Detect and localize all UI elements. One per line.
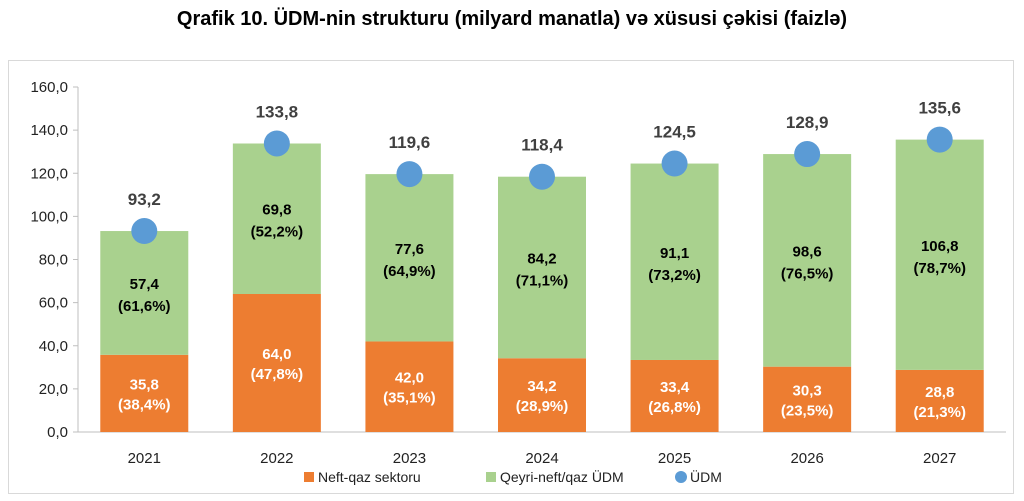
data-label-neft-value: 34,2 bbox=[527, 378, 556, 395]
data-label-gdp: 128,9 bbox=[786, 113, 829, 132]
legend-label-gdp: ÜDM bbox=[690, 468, 722, 485]
data-label-neft-share: (35,1%) bbox=[383, 390, 436, 407]
data-label-neft-share: (21,3%) bbox=[913, 404, 966, 421]
data-label-qeyri-value: 98,6 bbox=[793, 243, 822, 260]
data-label-qeyri-value: 106,8 bbox=[921, 238, 959, 255]
bar-qeyri-neft bbox=[498, 176, 586, 359]
data-label-qeyri-value: 69,8 bbox=[262, 202, 291, 219]
x-tick-label: 2021 bbox=[128, 450, 161, 467]
data-label-neft-share: (38,4%) bbox=[118, 396, 171, 413]
data-label-qeyri-share: (76,5%) bbox=[781, 265, 834, 282]
y-tick-label: 140,0 bbox=[30, 122, 68, 139]
legend-swatch-neft-qaz bbox=[304, 472, 314, 482]
x-tick-label: 2024 bbox=[525, 450, 558, 467]
y-tick-label: 100,0 bbox=[30, 208, 68, 225]
bar-qeyri-neft bbox=[100, 231, 189, 355]
gdp-marker bbox=[529, 163, 555, 190]
data-label-qeyri-value: 77,6 bbox=[395, 241, 424, 258]
gdp-marker bbox=[794, 141, 821, 168]
bar-qeyri-neft bbox=[365, 174, 454, 342]
y-tick-label: 120,0 bbox=[30, 165, 68, 182]
x-tick-label: 2026 bbox=[790, 450, 823, 467]
chart-frame bbox=[8, 60, 1014, 494]
data-label-neft-value: 33,4 bbox=[660, 379, 690, 396]
gdp-marker bbox=[263, 130, 290, 157]
gdp-marker bbox=[396, 161, 423, 188]
data-label-qeyri-share: (61,6%) bbox=[118, 298, 171, 315]
data-label-qeyri-share: (73,2%) bbox=[648, 267, 701, 284]
y-tick-label: 40,0 bbox=[39, 338, 68, 355]
bar-neft-qaz bbox=[232, 294, 321, 432]
bar-neft-qaz bbox=[763, 366, 852, 432]
data-label-neft-share: (28,9%) bbox=[516, 398, 569, 415]
data-label-qeyri-share: (71,1%) bbox=[516, 272, 569, 289]
bar-neft-qaz bbox=[498, 358, 586, 432]
data-label-gdp: 118,4 bbox=[521, 136, 563, 155]
chart-title: Qrafik 10. ÜDM-nin strukturu (milyard ma… bbox=[176, 8, 848, 30]
bar-qeyri-neft bbox=[232, 143, 321, 294]
data-label-gdp: 133,8 bbox=[256, 102, 299, 121]
data-label-qeyri-value: 91,1 bbox=[660, 245, 689, 262]
legend-label-qeyri-neft: Qeyri-neft/qaz ÜDM bbox=[500, 468, 624, 485]
gdp-marker bbox=[131, 218, 158, 245]
x-tick-label: 2022 bbox=[260, 450, 293, 467]
bar-neft-qaz bbox=[895, 369, 984, 432]
data-label-gdp: 124,5 bbox=[653, 123, 696, 142]
bar-neft-qaz bbox=[365, 341, 454, 432]
data-label-gdp: 93,2 bbox=[128, 190, 161, 209]
data-label-neft-value: 28,8 bbox=[925, 384, 954, 401]
data-label-gdp: 135,6 bbox=[918, 99, 961, 118]
bar-qeyri-neft bbox=[630, 163, 719, 360]
gdp-marker bbox=[926, 126, 953, 153]
y-tick-label: 160,0 bbox=[30, 79, 68, 96]
legend-swatch-qeyri-neft bbox=[486, 472, 496, 482]
y-tick-label: 80,0 bbox=[39, 252, 68, 269]
legend-swatch-gdp bbox=[675, 471, 687, 483]
data-label-neft-value: 35,8 bbox=[130, 376, 159, 393]
data-label-neft-value: 42,0 bbox=[395, 370, 424, 387]
bar-neft-qaz bbox=[100, 354, 189, 432]
bar-neft-qaz bbox=[630, 359, 719, 432]
data-label-neft-value: 64,0 bbox=[262, 346, 291, 363]
data-label-neft-share: (26,8%) bbox=[648, 399, 701, 416]
x-tick-label: 2025 bbox=[658, 450, 691, 467]
data-label-qeyri-share: (52,2%) bbox=[251, 224, 304, 241]
data-label-qeyri-value: 84,2 bbox=[527, 250, 556, 267]
data-label-qeyri-value: 57,4 bbox=[130, 276, 160, 293]
data-label-qeyri-share: (64,9%) bbox=[383, 263, 436, 280]
bar-qeyri-neft bbox=[895, 139, 984, 370]
x-tick-label: 2023 bbox=[393, 450, 426, 467]
y-tick-label: 60,0 bbox=[39, 295, 68, 312]
data-label-gdp: 119,6 bbox=[389, 133, 431, 152]
y-tick-label: 0,0 bbox=[47, 424, 68, 441]
data-label-neft-share: (47,8%) bbox=[251, 366, 304, 383]
data-label-neft-value: 30,3 bbox=[793, 382, 822, 399]
x-tick-label: 2027 bbox=[923, 450, 956, 467]
data-label-qeyri-share: (78,7%) bbox=[913, 260, 966, 277]
legend-label-neft-qaz: Neft-qaz sektoru bbox=[318, 469, 421, 485]
bar-qeyri-neft bbox=[763, 154, 852, 367]
gdp-marker bbox=[661, 150, 688, 177]
y-tick-label: 20,0 bbox=[39, 381, 68, 398]
data-label-neft-share: (23,5%) bbox=[781, 402, 834, 419]
